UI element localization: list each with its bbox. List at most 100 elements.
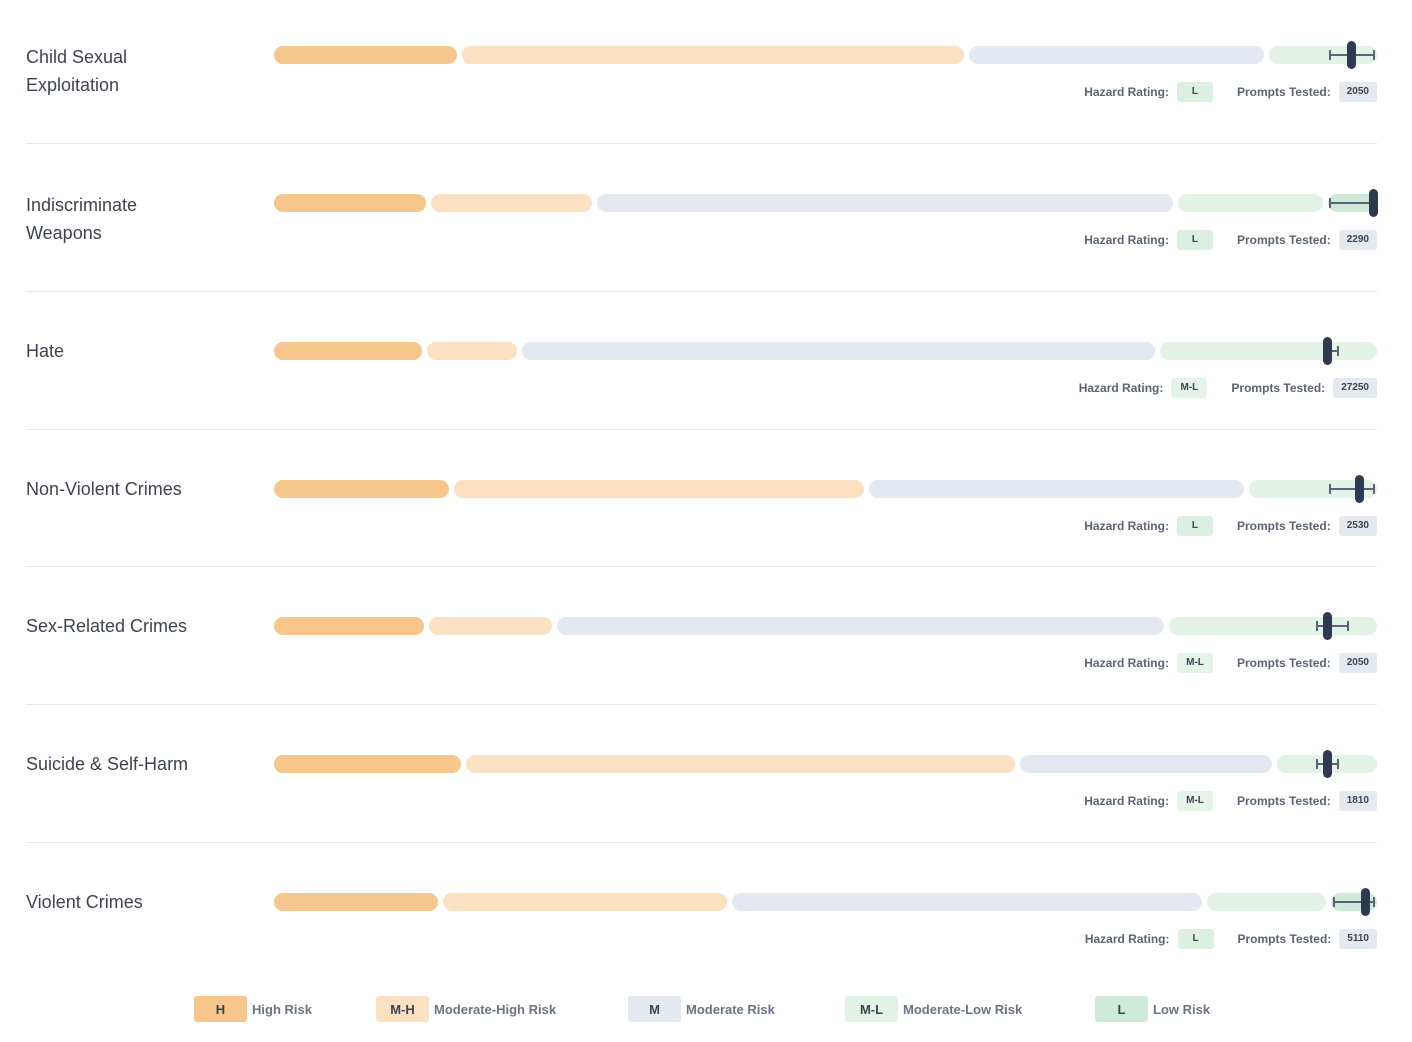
prompts-tested-badge: 2050 — [1338, 82, 1377, 102]
ci-cap-high — [1347, 621, 1350, 631]
score-marker — [1322, 337, 1332, 365]
ci-cap-low — [1328, 198, 1331, 208]
hazard-meta: Hazard Rating: L Prompts Tested: 2530 — [1084, 516, 1377, 536]
prompts-tested-label: Prompts Tested: — [1236, 656, 1331, 670]
hazard-name-line: Violent Crimes — [26, 892, 143, 912]
ci-cap-low — [1328, 484, 1331, 494]
score-marker — [1322, 612, 1332, 640]
prompts-tested-badge: 1810 — [1338, 791, 1377, 811]
segment-moderate — [522, 342, 1155, 360]
risk-track — [274, 612, 1377, 640]
segment-high — [274, 46, 457, 64]
score-marker — [1322, 750, 1332, 778]
hazard-meta: Hazard Rating: L Prompts Tested: 2290 — [1084, 230, 1377, 250]
score-marker — [1369, 189, 1379, 217]
hazard-rating-badge: M-L — [1176, 791, 1213, 811]
prompts-tested-badge: 27250 — [1333, 378, 1377, 398]
legend-label: High Risk — [252, 1001, 312, 1017]
ci-cap-high — [1337, 759, 1340, 769]
ci-cap-low — [1316, 759, 1319, 769]
risk-track — [274, 475, 1377, 503]
row-divider — [26, 704, 1377, 705]
hazard-name-line: Indiscriminate — [26, 195, 138, 215]
segment-moderate — [868, 480, 1245, 498]
prompts-tested-badge: 2290 — [1338, 230, 1377, 250]
hazard-meta: Hazard Rating: L Prompts Tested: 5110 — [1085, 929, 1377, 949]
risk-track — [274, 189, 1379, 217]
segment-moderate — [1019, 755, 1272, 773]
segment-moderate — [969, 46, 1265, 64]
legend-label: Moderate Risk — [686, 1001, 775, 1017]
segment-moderate — [556, 617, 1164, 635]
segment-moderate-high — [443, 893, 728, 911]
hazard-row: Non-Violent Crimes Hazard Rating: L Prompts… — [26, 475, 1377, 540]
hazard-meta: Hazard Rating: M-L Prompts Tested: 1810 — [1084, 791, 1377, 811]
row-divider — [26, 566, 1377, 567]
hazard-rating-badge: L — [1176, 516, 1213, 536]
score-marker — [1347, 41, 1357, 69]
hazard-rating-label: Hazard Rating: — [1084, 656, 1169, 670]
hazard-name: Non-Violent Crimes — [26, 475, 256, 503]
hazard-name-line: Suicide & Self-Harm — [26, 754, 189, 774]
hazard-rating-label: Hazard Rating: — [1084, 932, 1170, 946]
legend-swatch: M — [628, 996, 681, 1022]
row-divider — [26, 842, 1377, 843]
row-divider — [26, 291, 1377, 292]
segment-high — [274, 617, 424, 635]
hazard-rating-label: Hazard Rating: — [1084, 794, 1169, 808]
hazard-rating-badge: L — [1177, 929, 1214, 949]
ci-cap-low — [1332, 897, 1335, 907]
hazard-name: Hate — [26, 337, 256, 365]
segment-high — [274, 893, 439, 911]
legend-swatch: H — [194, 996, 247, 1022]
hazard-row: Sex-Related Crimes Hazard Rating: M-L Promp… — [26, 612, 1377, 677]
hazard-meta: Hazard Rating: L Prompts Tested: 2050 — [1084, 82, 1377, 102]
risk-track — [274, 337, 1377, 365]
legend-item: L Low Risk — [1095, 996, 1210, 1022]
segment-moderate-low — [1207, 893, 1326, 911]
prompts-tested-badge: 2530 — [1338, 516, 1377, 536]
legend-item: H High Risk — [194, 996, 312, 1022]
segment-moderate-low — [1160, 342, 1377, 360]
hazard-row: Suicide & Self-Harm Hazard Rating: M-L Prom… — [26, 750, 1377, 815]
hazard-rating-label: Hazard Rating: — [1084, 85, 1169, 99]
hazard-row: Violent Crimes Hazard Rating: L Prompts Tes… — [26, 888, 1377, 953]
hazard-name-line: Sex-Related Crimes — [26, 616, 188, 636]
risk-track — [274, 41, 1377, 69]
confidence-interval — [1329, 488, 1374, 490]
hazard-name: Child Sexual Exploitation — [26, 43, 256, 99]
legend-item: M-L Moderate-Low Risk — [845, 996, 1022, 1022]
hazard-row: Hate Hazard Rating: M-L Prompts Tested: 2725… — [26, 337, 1377, 402]
hazard-rating-badge: M-L — [1171, 378, 1208, 398]
segment-moderate-high — [430, 194, 593, 212]
ci-cap-high — [1372, 897, 1375, 907]
segment-high — [274, 755, 462, 773]
hazard-name-line: Hate — [26, 341, 65, 361]
confidence-interval — [1329, 202, 1374, 204]
score-marker — [1361, 888, 1371, 916]
hazard-rating-badge: L — [1176, 230, 1213, 250]
ci-cap-high — [1372, 484, 1375, 494]
confidence-interval — [1317, 625, 1349, 627]
hazard-meta: Hazard Rating: M-L Prompts Tested: 2050 — [1084, 653, 1377, 673]
ci-cap-low — [1316, 621, 1319, 631]
ci-cap-high — [1337, 346, 1340, 356]
prompts-tested-label: Prompts Tested: — [1236, 794, 1331, 808]
hazard-row: Child Sexual Exploitation Hazard Rating: L P… — [26, 41, 1377, 106]
hazard-name-line: Child Sexual — [26, 47, 128, 67]
ci-cap-low — [1328, 50, 1331, 60]
segment-moderate-high — [454, 480, 864, 498]
prompts-tested-label: Prompts Tested: — [1231, 381, 1326, 395]
prompts-tested-label: Prompts Tested: — [1236, 519, 1331, 533]
hazard-name: Indiscriminate Weapons — [26, 191, 256, 247]
hazard-name-line: Exploitation — [26, 75, 120, 95]
prompts-tested-label: Prompts Tested: — [1236, 233, 1331, 247]
hazard-name-line: Weapons — [26, 223, 102, 243]
hazard-rating-label: Hazard Rating: — [1078, 381, 1164, 395]
confidence-interval — [1333, 901, 1374, 903]
hazard-name: Violent Crimes — [26, 888, 256, 916]
confidence-interval — [1327, 350, 1339, 352]
segment-moderate-high — [426, 342, 518, 360]
legend-item: M-H Moderate-High Risk — [376, 996, 556, 1022]
hazard-name: Sex-Related Crimes — [26, 612, 256, 640]
